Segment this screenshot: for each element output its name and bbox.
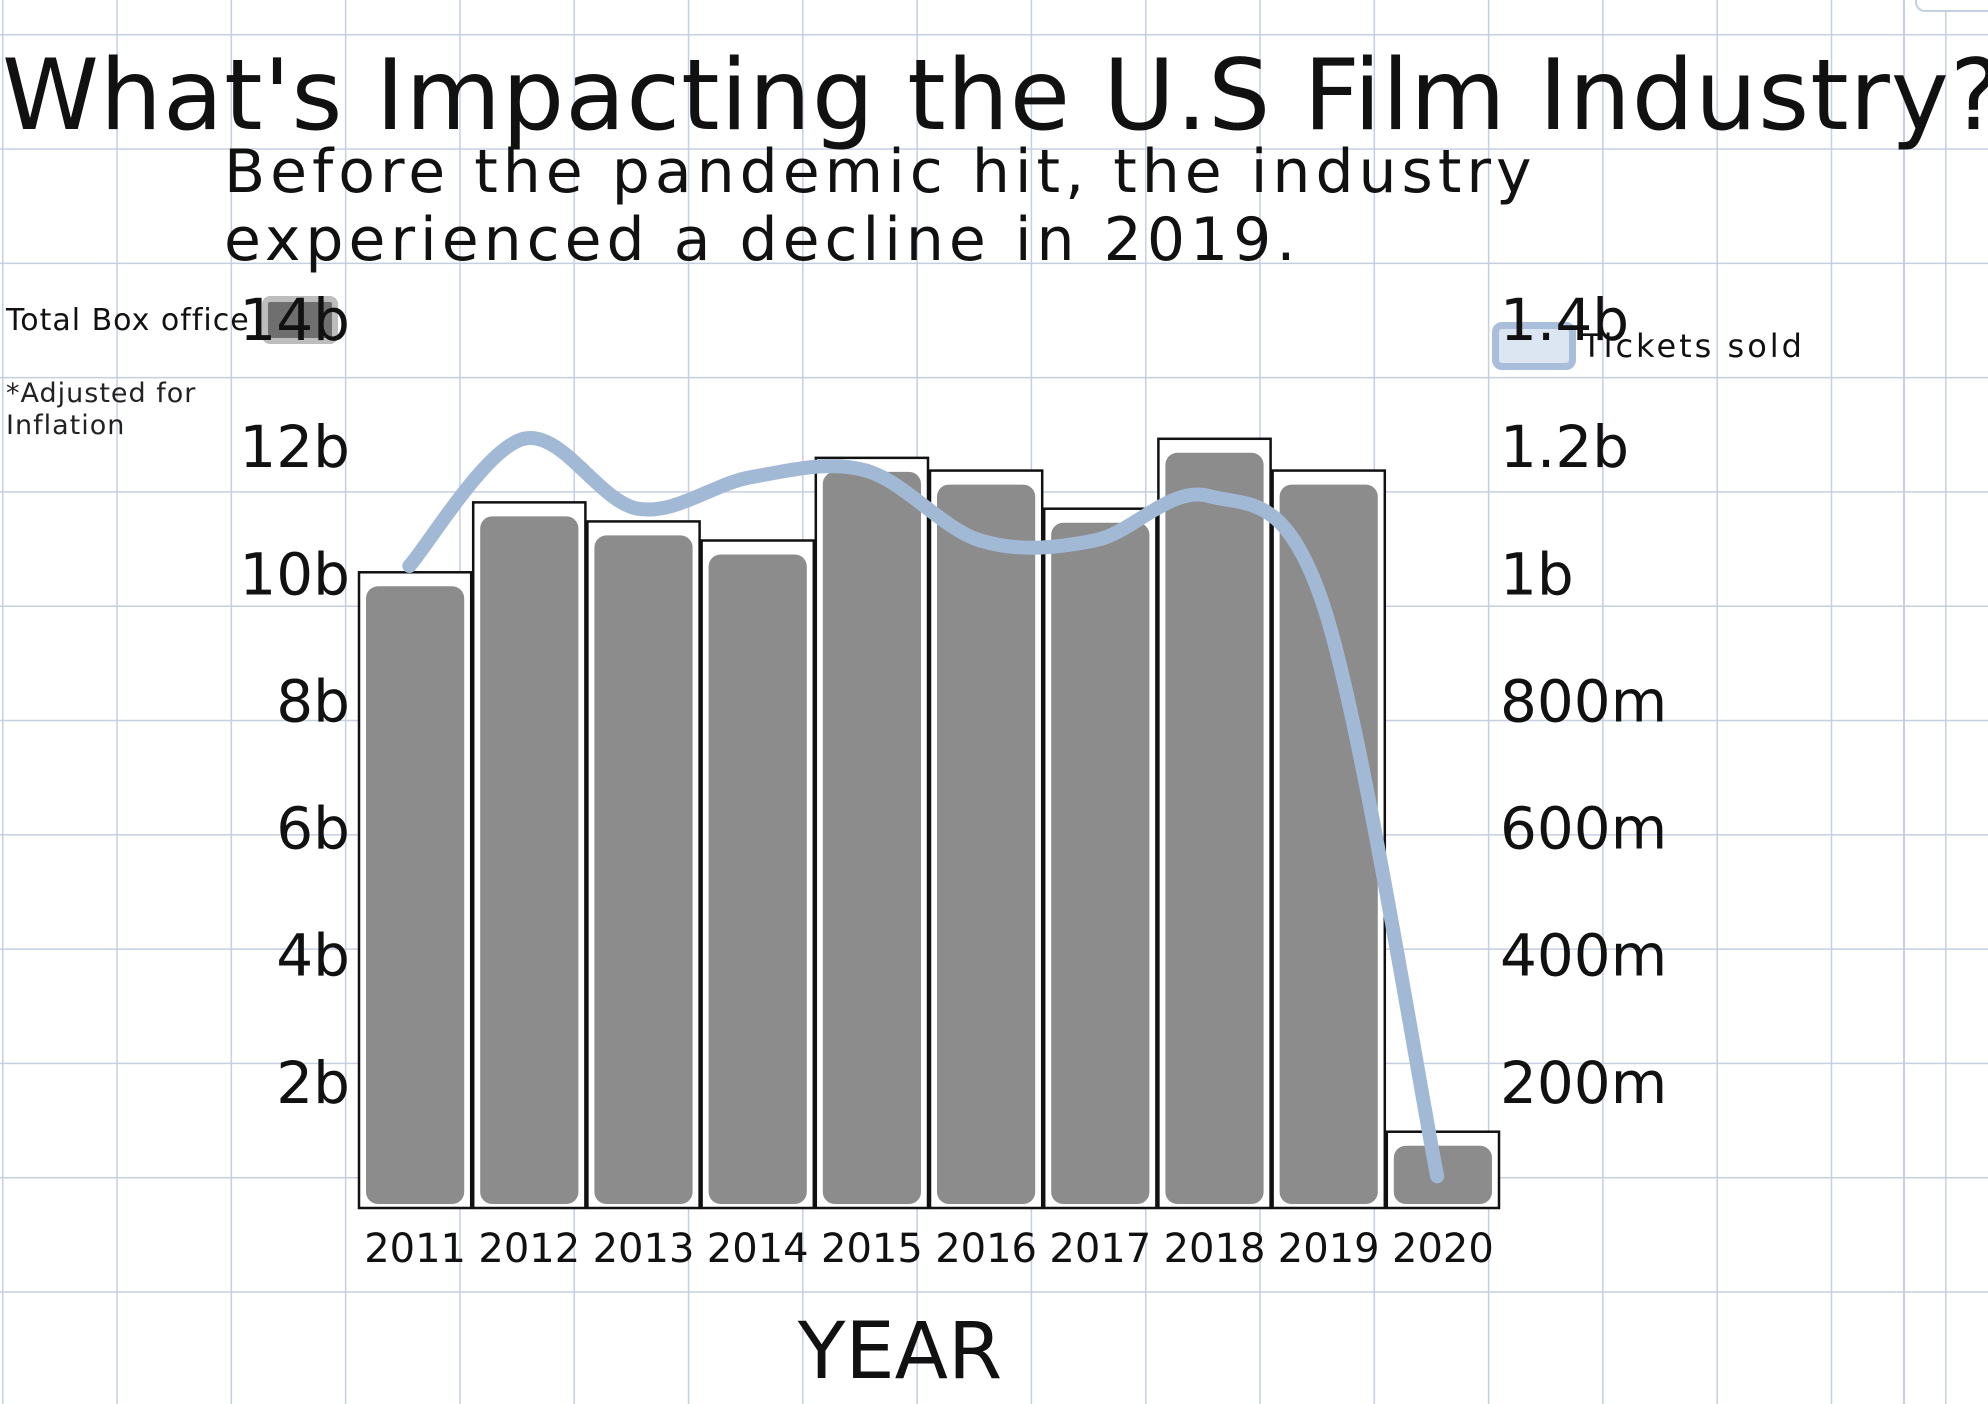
bar-2012	[480, 516, 579, 1204]
chart-subtitle: Before the pandemic hit, the industry ex…	[224, 137, 1537, 275]
right-axis-ticks: 200m 400m 600m 800m 1b 1.2b 1.4b	[1500, 286, 1667, 1117]
bar-2019	[1279, 484, 1378, 1205]
tickets-point-2016	[973, 533, 988, 548]
tickets-point-2019	[1315, 597, 1330, 612]
left-axis-ticks: 2b 4b 6b 8b 10b 12b 14b	[239, 286, 350, 1117]
legend-tickets: Tickets sold	[1492, 322, 1805, 370]
x-tick-2018: 2018	[1164, 1226, 1266, 1272]
left-tick-14b: 14b	[239, 286, 350, 354]
x-tick-2011: 2011	[364, 1226, 466, 1272]
bars-layer	[357, 437, 1501, 1210]
bar-2016	[937, 484, 1036, 1205]
tickets-point-2012	[516, 431, 531, 446]
x-tick-2016: 2016	[935, 1226, 1037, 1272]
left-tick-6b: 6b	[276, 795, 350, 863]
inflation-note-line-2: Inflation	[6, 410, 126, 441]
x-axis-label: YEAR	[797, 1307, 1002, 1397]
right-tick-800m: 800m	[1500, 667, 1667, 735]
right-tick-1b: 1b	[1500, 540, 1574, 608]
legend-tickets-swatch	[1492, 322, 1576, 370]
x-tick-2019: 2019	[1278, 1226, 1380, 1272]
legend-box-office-swatch	[261, 296, 338, 344]
left-tick-8b: 8b	[276, 667, 350, 735]
bar-2011	[366, 586, 465, 1204]
inflation-note: *Adjusted for Inflation	[6, 378, 196, 442]
right-tick-1.4b: 1.4b	[1500, 286, 1629, 354]
inflation-note-line-1: *Adjusted for	[6, 378, 197, 409]
x-tick-2017: 2017	[1049, 1226, 1151, 1272]
legend-box-office-label: Total Box office	[6, 302, 250, 338]
tickets-point-2020	[1430, 1169, 1445, 1184]
x-tick-2013: 2013	[593, 1226, 695, 1272]
legend-tickets-label: Tickets sold	[1582, 327, 1805, 365]
page-margin-line	[1903, 0, 1905, 1404]
x-tick-2014: 2014	[707, 1226, 809, 1272]
x-axis-ticks: 2011 2012 2013 2014 2015 2016 2017 2018 2019 2020	[364, 1226, 1494, 1272]
left-tick-12b: 12b	[239, 413, 350, 481]
right-tick-200m: 200m	[1500, 1049, 1667, 1117]
x-tick-2012: 2012	[478, 1226, 580, 1272]
bar-2017	[1051, 522, 1150, 1204]
x-tick-2015: 2015	[821, 1226, 923, 1272]
left-tick-4b: 4b	[276, 922, 350, 990]
bar-2018	[1165, 452, 1264, 1204]
right-tick-600m: 600m	[1500, 795, 1667, 863]
legend-box-office: Total Box office	[6, 296, 338, 344]
bar-2015	[822, 471, 921, 1204]
bar-2013	[594, 535, 693, 1204]
bar-2014	[708, 554, 807, 1204]
tickets-line-layer	[402, 431, 1445, 1184]
tickets-point-2013	[630, 501, 645, 516]
right-tick-1.2b: 1.2b	[1500, 413, 1629, 481]
tickets-point-2018	[1201, 489, 1216, 503]
page-corner	[1915, 0, 1988, 12]
left-tick-10b: 10b	[239, 540, 350, 608]
x-tick-2020: 2020	[1392, 1226, 1494, 1272]
left-tick-2b: 2b	[276, 1049, 350, 1117]
tickets-point-2011	[402, 558, 417, 573]
tickets-point-2015	[859, 463, 874, 478]
tickets-point-2017	[1087, 533, 1102, 548]
chart-title: What's Impacting the U.S Film Industry?	[2, 39, 1988, 153]
tickets-point-2014	[744, 469, 759, 484]
right-tick-400m: 400m	[1500, 922, 1667, 990]
